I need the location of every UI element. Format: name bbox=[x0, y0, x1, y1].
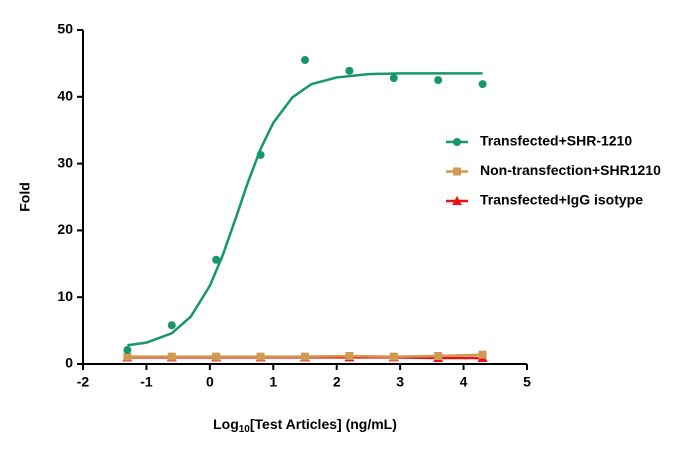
y-tick-label: 40 bbox=[57, 88, 73, 104]
y-tick-label: 50 bbox=[57, 21, 73, 37]
y-tick-label: 20 bbox=[57, 221, 73, 237]
marker bbox=[389, 74, 398, 83]
marker bbox=[212, 255, 221, 264]
series-line bbox=[127, 72, 483, 347]
x-label-sub: 10 bbox=[239, 424, 251, 435]
marker bbox=[453, 167, 461, 176]
marker bbox=[301, 352, 309, 361]
y-axis-label: Fold bbox=[17, 182, 33, 212]
marker bbox=[389, 352, 398, 361]
marker bbox=[167, 352, 176, 361]
marker bbox=[478, 80, 487, 89]
marker bbox=[478, 350, 487, 359]
marker bbox=[345, 351, 354, 360]
x-tick-label: 0 bbox=[206, 374, 214, 390]
x-tick-label: 2 bbox=[333, 374, 341, 390]
marker bbox=[212, 352, 221, 361]
x-tick-label: 5 bbox=[523, 374, 531, 390]
marker bbox=[123, 345, 132, 354]
x-label-part: [Test Articles] (ng/mL) bbox=[250, 416, 397, 432]
x-tick-label: 3 bbox=[396, 374, 404, 390]
marker bbox=[434, 76, 443, 85]
x-tick-label: -2 bbox=[77, 374, 90, 390]
x-tick-label: 1 bbox=[269, 374, 277, 390]
marker bbox=[453, 138, 461, 146]
marker bbox=[256, 352, 265, 361]
x-label-part: Log bbox=[213, 416, 239, 432]
x-tick-label: 4 bbox=[460, 374, 468, 390]
marker bbox=[123, 352, 132, 361]
legend-label: Transfected+IgG isotype bbox=[480, 192, 643, 208]
marker bbox=[301, 56, 309, 65]
marker bbox=[345, 66, 354, 75]
marker bbox=[434, 351, 443, 360]
marker bbox=[167, 321, 176, 330]
legend-label: Transfected+SHR-1210 bbox=[480, 133, 632, 149]
marker bbox=[452, 196, 462, 205]
x-axis-label: Log10[Test Articles] (ng/mL) bbox=[213, 416, 397, 435]
x-tick-label: -1 bbox=[140, 374, 153, 390]
y-tick-label: 10 bbox=[57, 288, 73, 304]
marker bbox=[256, 150, 265, 159]
y-tick-label: 30 bbox=[57, 154, 73, 170]
legend-label: Non-transfection+SHR1210 bbox=[480, 162, 661, 178]
y-tick-label: 0 bbox=[65, 355, 73, 371]
